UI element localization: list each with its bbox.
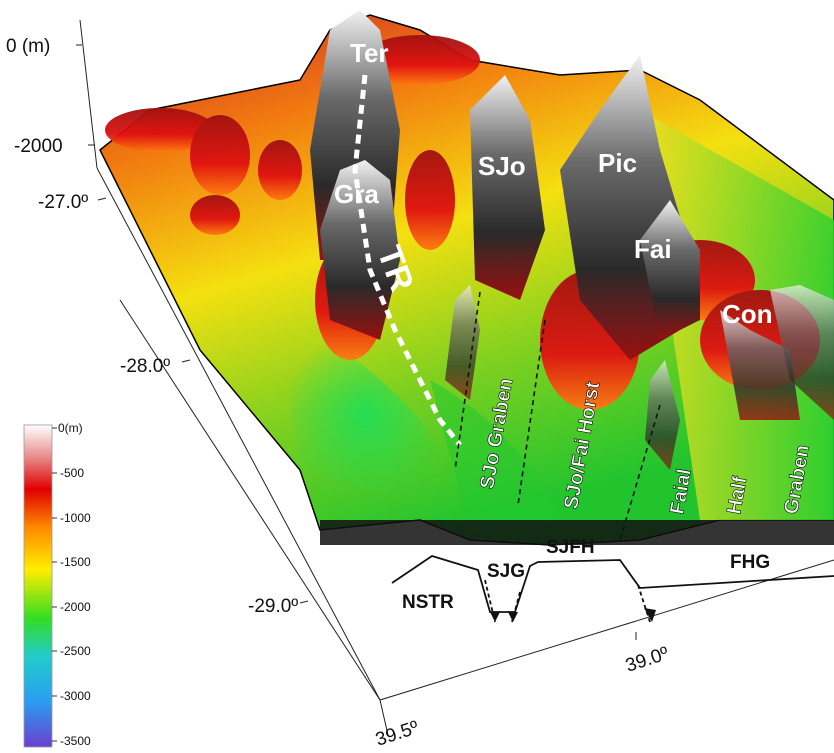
colorbar-label-1500: -1500 [60, 555, 91, 569]
island-label-gra: Gra [334, 179, 379, 209]
profile-label-sjg: SJG [487, 561, 525, 582]
colorbar-label-1000: -1000 [60, 511, 91, 525]
island-label-con: Con [722, 299, 773, 329]
profile-label-nstr: NSTR [402, 592, 454, 613]
island-label-sjo: SJo [478, 151, 526, 181]
volcanic-peaks [310, 10, 834, 470]
colorbar-label-0: 0(m) [58, 421, 83, 435]
plot-box-frame [79, 19, 834, 736]
lon-label-39-0: 39.0º [623, 643, 671, 677]
depth-label-top: 0 (m) [6, 36, 50, 57]
colorbar-label-500: -500 [60, 466, 84, 480]
lon-label-39-5: 39.5º [373, 717, 421, 751]
colorbar-label-2000: -2000 [60, 600, 91, 614]
depth-colorbar: 0(m) -500 -1000 -1500 -2000 -2500 -3000 … [23, 421, 91, 748]
lat-label-27: -27.0º [38, 192, 88, 213]
island-label-fai: Fai [634, 234, 672, 264]
profile-label-sjfh: SJFH [546, 537, 595, 558]
axis-ticks [76, 44, 637, 640]
depth-label-2000: -2000 [14, 136, 63, 157]
profile-label-fhg: FHG [730, 552, 770, 573]
fault-arrows [490, 608, 656, 622]
colorbar-label-3500: -3500 [60, 734, 91, 748]
lat-label-29: -29.0º [248, 596, 298, 617]
colorbar-label-2500: -2500 [60, 644, 91, 658]
island-label-pic: Pic [598, 148, 637, 178]
structure-label-half: Half [723, 475, 751, 516]
colorbar-label-3000: -3000 [60, 689, 91, 703]
terceira-rift-line [352, 74, 462, 447]
fault-lines [454, 291, 661, 541]
island-label-ter: Ter [350, 38, 389, 68]
lat-label-28: -28.0º [120, 356, 170, 377]
